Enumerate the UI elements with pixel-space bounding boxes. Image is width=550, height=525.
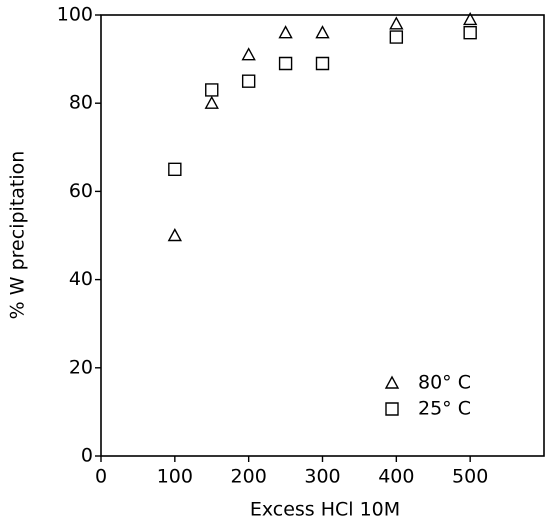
- data-point: [463, 25, 477, 40]
- legend-label: 25° C: [418, 398, 471, 420]
- data-point: [204, 95, 219, 109]
- data-point: [205, 83, 219, 97]
- x-tick-label: 0: [95, 466, 107, 488]
- x-tick-label: 300: [304, 466, 340, 488]
- legend-marker: [385, 402, 399, 416]
- y-axis-label: % W precipitation: [7, 151, 29, 320]
- x-tick-label: 100: [157, 466, 193, 488]
- x-tick-label: 200: [231, 466, 267, 488]
- data-point: [241, 47, 256, 61]
- data-point: [389, 30, 404, 44]
- y-tick-label: 80: [69, 92, 93, 114]
- data-point: [241, 74, 256, 88]
- data-point: [278, 25, 293, 39]
- y-tick-label: 40: [69, 268, 93, 290]
- data-point: [315, 25, 330, 39]
- data-point: [462, 11, 478, 26]
- data-point: [168, 162, 182, 177]
- y-tick-label: 0: [81, 445, 93, 467]
- legend-label: 80° C: [418, 372, 471, 394]
- plot-frame: [100, 14, 545, 457]
- x-tick-label: 400: [378, 466, 414, 488]
- y-tick-label: 100: [57, 4, 93, 26]
- data-point: [389, 16, 404, 30]
- data-point: [278, 56, 293, 71]
- x-tick-label: 500: [452, 466, 488, 488]
- data-point: [315, 56, 330, 71]
- data-point: [167, 228, 183, 242]
- legend-marker: [384, 375, 400, 389]
- y-tick-label: 20: [69, 356, 93, 378]
- x-axis-label: Excess HCl 10M: [250, 499, 400, 521]
- y-tick-label: 60: [69, 180, 93, 202]
